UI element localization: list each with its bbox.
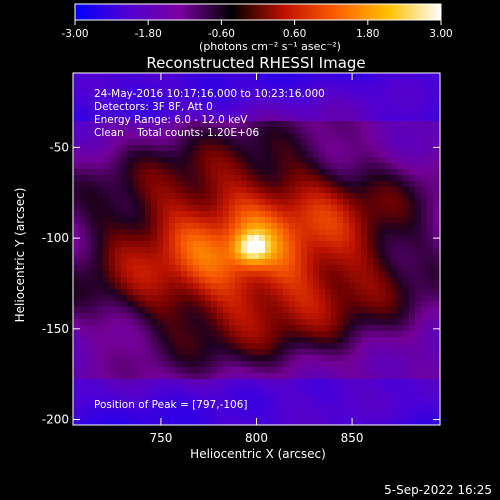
heatmap-image [73,73,440,425]
annotation-energy: Energy Range: 6.0 - 12.0 keV [94,114,248,126]
annotation-peak: Position of Peak = [797,-106] [94,399,248,411]
colorbar-tick-label: 1.80 [356,28,379,40]
axes: 750 800 850 -200 -150 -100 -50 [42,73,440,445]
annotation-clean: Clean Total counts: 1.20E+06 [94,127,259,139]
colorbar [74,3,442,21]
annotation-detectors: Detectors: 3F 8F, Att 0 [94,101,213,113]
y-axis-label: Heliocentric Y (arcsec) [13,188,27,323]
y-tick-label: -200 [42,413,69,427]
timestamp: 5-Sep-2022 16:25 [384,483,492,497]
x-tick-label: 750 [149,431,172,445]
x-axis-label: Heliocentric X (arcsec) [190,447,326,461]
y-tick-label: -50 [49,140,69,154]
colorbar-tick-label: 0.60 [283,28,306,40]
y-tick-label: -150 [42,322,69,336]
x-tick-label: 850 [341,431,364,445]
colorbar-tick-label: -0.60 [208,28,235,40]
colorbar-units: (photons cm⁻² s⁻¹ asec⁻²) [199,40,341,53]
colorbar-tick-label: -1.80 [135,28,162,40]
colorbar-tick-label: -3.00 [61,28,88,40]
chart-title: Reconstructed RHESSI Image [146,54,365,72]
x-tick-label: 800 [245,431,268,445]
colorbar-ticks: -3.00 -1.80 -0.60 0.60 1.80 3.00 [61,20,453,40]
annotation-time: 24-May-2016 10:17:16.000 to 10:23:16.000 [94,88,325,100]
colorbar-tick-label: 3.00 [429,28,452,40]
y-tick-label: -100 [42,231,69,245]
